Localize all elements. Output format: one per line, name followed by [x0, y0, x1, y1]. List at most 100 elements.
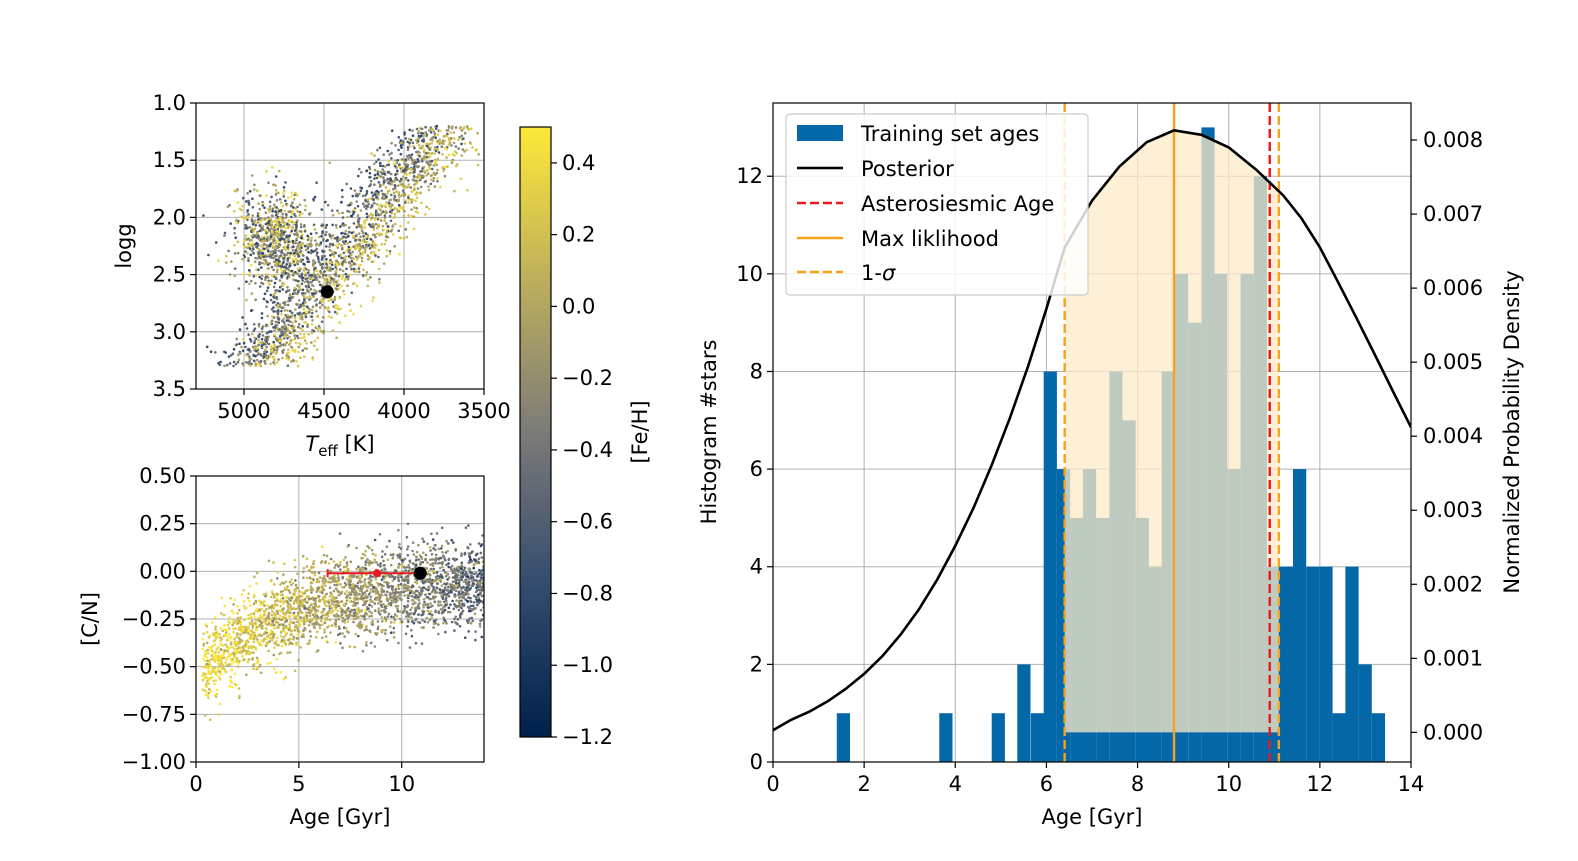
cn-point — [440, 584, 444, 587]
hr-point — [227, 355, 231, 358]
cn-point — [225, 631, 228, 634]
hr-point — [364, 199, 367, 202]
hr-point — [260, 312, 264, 315]
hr-point — [373, 154, 376, 157]
hr-point — [378, 146, 382, 150]
hr-point — [336, 209, 339, 212]
cn-point — [398, 552, 402, 556]
cn-point — [427, 569, 431, 573]
cn-point — [343, 603, 346, 606]
cn-point — [253, 615, 257, 618]
hr-point — [260, 337, 264, 341]
hr-point — [398, 252, 401, 256]
hr-point — [313, 228, 317, 231]
hr-point — [233, 232, 236, 235]
hr-point — [348, 303, 351, 306]
cn-point — [220, 643, 224, 646]
hr-point — [336, 246, 340, 249]
hr-point — [340, 256, 343, 260]
cn-point — [369, 641, 373, 645]
hr-point — [365, 192, 369, 195]
cn-point — [298, 623, 302, 626]
cn-point — [319, 585, 322, 589]
cn-point — [230, 681, 233, 684]
hr-point — [377, 193, 380, 196]
cn-point — [449, 603, 452, 607]
cn-point — [352, 601, 356, 604]
hr-point — [316, 328, 320, 331]
cn-point — [416, 596, 420, 599]
cn-point — [437, 632, 440, 636]
cn-point — [399, 557, 403, 561]
cn-point — [333, 599, 336, 602]
cn-point — [344, 556, 347, 559]
cn-point — [421, 618, 424, 622]
cn-point — [225, 664, 229, 667]
cn-point — [205, 652, 208, 656]
hr-point — [290, 314, 294, 317]
hr-point — [250, 279, 253, 283]
hr-point — [257, 268, 260, 272]
cn-point — [274, 671, 278, 674]
cn-point — [228, 616, 231, 619]
hr-point — [293, 316, 297, 319]
cn-point — [382, 602, 385, 606]
cn-point — [410, 598, 414, 602]
cn-point — [442, 621, 445, 625]
cn-point — [387, 604, 390, 607]
hr-point — [349, 201, 353, 205]
cn-point — [262, 600, 266, 603]
hr-point — [227, 249, 230, 253]
hr-point — [386, 149, 390, 153]
hr-point — [307, 282, 310, 286]
hr-point — [270, 233, 274, 236]
hr-point — [395, 161, 399, 165]
hr-point — [368, 165, 371, 169]
cn-point — [477, 557, 481, 560]
hr-point — [326, 274, 330, 278]
hr-point — [257, 202, 260, 205]
hr-point — [292, 241, 295, 245]
cn-point — [282, 677, 285, 681]
hr-point — [427, 185, 430, 188]
hr-point — [273, 346, 277, 350]
hr-point — [269, 256, 273, 259]
hr-point — [303, 355, 306, 359]
cn-point — [203, 689, 207, 692]
cn-point — [391, 597, 395, 600]
cn-point — [260, 607, 264, 611]
hr-point — [398, 180, 402, 183]
cn-point — [335, 613, 338, 616]
hr-point — [293, 350, 297, 354]
cn-point — [204, 685, 208, 688]
cn-point — [358, 621, 362, 624]
hr-point — [290, 311, 294, 315]
hr-point — [405, 155, 409, 158]
hr-point — [396, 158, 400, 162]
hr-point — [436, 139, 439, 143]
hr-point — [268, 200, 272, 204]
cn-point — [418, 585, 421, 589]
hr-point — [389, 219, 393, 223]
hr-point — [362, 246, 366, 249]
hr-point — [296, 205, 299, 209]
hr-point — [324, 266, 328, 270]
cn-point — [248, 599, 251, 603]
hr-point — [286, 337, 289, 340]
hr-point — [298, 274, 301, 278]
cn-point — [411, 549, 414, 553]
hr-point — [295, 226, 298, 229]
cn-point — [363, 554, 367, 557]
hr-point — [373, 183, 376, 186]
hr-point — [236, 360, 240, 364]
hr-point — [432, 130, 436, 133]
hr-point — [328, 266, 331, 270]
hr-point — [283, 269, 286, 273]
cn-point — [214, 636, 218, 640]
hr-point — [403, 160, 406, 163]
hr-point — [288, 309, 292, 313]
cn-point — [342, 586, 346, 589]
hr-point — [251, 223, 255, 226]
cn-point — [447, 594, 451, 598]
hr-point — [365, 241, 369, 244]
